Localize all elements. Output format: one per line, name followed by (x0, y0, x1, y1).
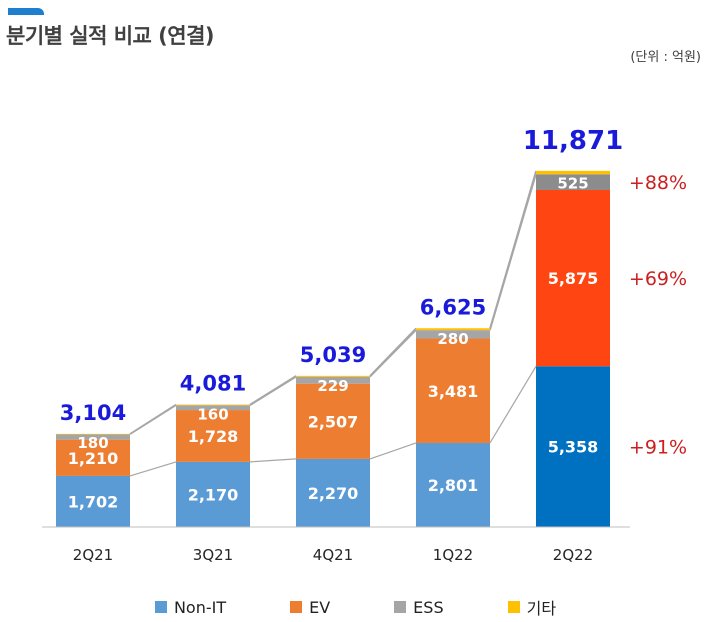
x-tick-label: 1Q22 (433, 546, 473, 564)
total-label: 11,871 (523, 126, 623, 156)
segment-value-label: 280 (437, 330, 468, 348)
connector-line (489, 365, 537, 444)
segment-value-label: 2,507 (308, 412, 359, 431)
bar-ev-1q22 (416, 338, 490, 443)
segment-value-label: 2,270 (308, 484, 359, 503)
connector-line (129, 461, 177, 477)
connector-line (369, 327, 417, 377)
growth-label: +91% (629, 437, 687, 459)
bar---2q22 (536, 170, 610, 175)
total-label: 5,039 (300, 343, 366, 367)
segment-value-label: 229 (317, 377, 348, 395)
legend-label-ev: EV (309, 597, 331, 617)
bar-ess-4q21 (296, 376, 370, 384)
legend-swatch-non-it (154, 601, 167, 613)
bar---4q21 (296, 375, 370, 377)
legend-swatch-other (507, 601, 520, 613)
bar---2q21 (56, 433, 130, 435)
segment-value-label: 160 (197, 405, 228, 423)
bar-ev-2q22 (536, 190, 610, 367)
page-title: 분기별 실적 비교 (연결) (6, 24, 215, 48)
title-accent-bar (8, 8, 44, 15)
legend-swatch-ev (290, 601, 303, 613)
legend-label-other: 기타 (526, 599, 557, 618)
legend-item-ess: ESS (394, 595, 444, 619)
bar-non-it-4q21 (296, 458, 370, 527)
bar-non-it-3q21 (176, 461, 250, 527)
total-label: 3,104 (60, 401, 126, 425)
total-label: 6,625 (420, 295, 486, 319)
connector-line (369, 442, 417, 460)
segment-value-label: 2,801 (428, 476, 479, 495)
legend-label-ess: ESS (413, 597, 444, 617)
x-tick-label: 4Q21 (313, 546, 353, 564)
total-label: 4,081 (180, 372, 246, 396)
x-tick-label: 3Q21 (193, 546, 233, 564)
segment-value-label: 1,728 (188, 427, 239, 446)
growth-label: +88% (629, 172, 687, 194)
segment-value-label: 525 (557, 174, 588, 192)
bar---1q22 (416, 328, 490, 331)
bar-non-it-2q21 (56, 475, 130, 527)
connector-line (489, 170, 537, 329)
unit-label: (단위 : 억원) (630, 50, 701, 65)
bar-ess-2q21 (56, 434, 130, 440)
connector-line (249, 458, 297, 463)
x-tick-label: 2Q22 (553, 546, 593, 564)
segment-value-label: 5,875 (548, 269, 599, 288)
segment-value-label: 180 (77, 434, 108, 452)
bar-non-it-1q22 (416, 442, 490, 527)
bar-ess-3q21 (176, 405, 250, 411)
bar-ess-2q22 (536, 174, 610, 191)
connector-line (249, 375, 297, 406)
x-tick-label: 2Q21 (73, 546, 113, 564)
bar-ev-4q21 (296, 383, 370, 459)
segment-value-label: 3,481 (428, 382, 479, 401)
segment-value-label: 1,210 (68, 449, 119, 468)
segment-value-label: 2,170 (188, 485, 239, 504)
legend: Non-IT EV ESS 기타 (0, 595, 711, 619)
segment-value-label: 5,358 (548, 438, 599, 457)
segment-value-label: 1,702 (68, 492, 119, 511)
bar---3q21 (176, 404, 250, 406)
legend-item-other: 기타 (507, 595, 557, 619)
legend-item-non-it: Non-IT (154, 595, 227, 619)
legend-label-non-it: Non-IT (173, 597, 227, 617)
legend-item-ev: EV (290, 595, 330, 619)
growth-label: +69% (629, 268, 687, 290)
bar-ess-1q22 (416, 330, 490, 339)
bar-ev-3q21 (176, 410, 250, 462)
bar-non-it-2q22 (536, 366, 610, 527)
connector-line (129, 403, 177, 435)
bar-ev-2q21 (56, 439, 130, 476)
legend-swatch-ess (394, 601, 407, 613)
